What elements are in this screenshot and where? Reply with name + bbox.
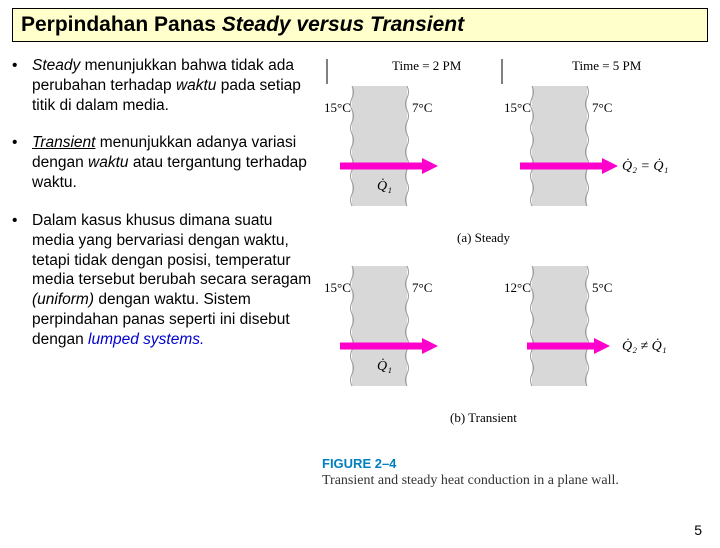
steady-slab-2: 15°C 7°C <box>504 86 612 206</box>
bullet-marker: • <box>12 133 32 192</box>
figure-column: Time = 2 PM Time = 5 PM 15°C 7°C <box>322 56 692 489</box>
heat-conduction-svg: Time = 2 PM Time = 5 PM 15°C 7°C <box>322 56 692 456</box>
svg-text:Q̇₁: Q̇₁ <box>377 358 392 374</box>
term-lumped: lumped systems. <box>88 331 204 348</box>
term-transient: Transient <box>32 134 95 151</box>
svg-text:Q̇₂ = Q̇₁: Q̇₂ = Q̇₁ <box>622 158 668 174</box>
bullet-marker: • <box>12 211 32 350</box>
figure-caption: Transient and steady heat conduction in … <box>322 473 692 489</box>
bullet-item: • Dalam kasus khusus dimana suatu media … <box>12 211 312 350</box>
title-plain: Perpindahan Panas <box>21 13 222 36</box>
bullet-text: Transient menunjukkan adanya variasi den… <box>32 133 312 192</box>
svg-text:15°C: 15°C <box>324 280 351 295</box>
svg-text:15°C: 15°C <box>504 100 531 115</box>
time-label-2: Time = 5 PM <box>572 58 642 73</box>
title-banner: Perpindahan Panas Steady versus Transien… <box>12 8 708 42</box>
bullet-text: Steady menunjukkan bahwa tidak ada perub… <box>32 56 312 115</box>
transient-slab-2: 12°C 5°C <box>504 266 612 386</box>
bullet-text: Dalam kasus khusus dimana suatu media ya… <box>32 211 312 350</box>
svg-text:15°C: 15°C <box>324 100 351 115</box>
bullet-list: • Steady menunjukkan bahwa tidak ada per… <box>12 56 322 489</box>
svg-text:Q̇₁: Q̇₁ <box>377 178 392 194</box>
bullet-marker: • <box>12 56 32 115</box>
time-label-1: Time = 2 PM <box>392 58 462 73</box>
page-number: 5 <box>694 522 702 538</box>
svg-text:7°C: 7°C <box>412 280 432 295</box>
bullet-item: • Steady menunjukkan bahwa tidak ada per… <box>12 56 312 115</box>
steady-sublabel: (a) Steady <box>457 230 511 245</box>
figure-number: FIGURE 2–4 <box>322 456 692 471</box>
bullet-item: • Transient menunjukkan adanya variasi d… <box>12 133 312 192</box>
svg-text:12°C: 12°C <box>504 280 531 295</box>
title-italic: Steady versus Transient <box>222 13 464 36</box>
svg-text:7°C: 7°C <box>592 100 612 115</box>
svg-text:Q̇₂ ≠ Q̇₁: Q̇₂ ≠ Q̇₁ <box>622 338 667 354</box>
term-uniform: (uniform) <box>32 291 94 308</box>
svg-text:7°C: 7°C <box>412 100 432 115</box>
figure-diagram: Time = 2 PM Time = 5 PM 15°C 7°C <box>322 56 692 489</box>
svg-text:5°C: 5°C <box>592 280 612 295</box>
content-row: • Steady menunjukkan bahwa tidak ada per… <box>0 56 720 489</box>
term-steady: Steady <box>32 57 80 74</box>
transient-sublabel: (b) Transient <box>450 410 517 425</box>
page-title: Perpindahan Panas Steady versus Transien… <box>21 13 699 37</box>
